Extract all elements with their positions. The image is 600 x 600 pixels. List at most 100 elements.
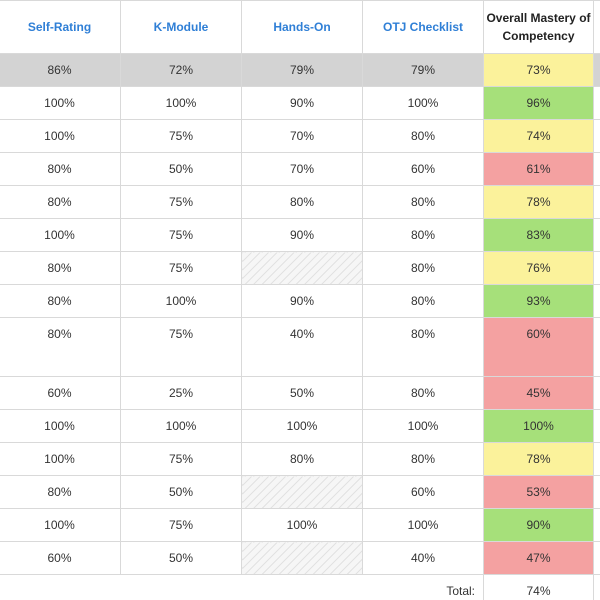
cell-self-rating: 60% [0, 376, 121, 410]
average-self-rating: 86% [0, 53, 121, 87]
table-edge [593, 53, 600, 87]
table-row: 80% 75% 40% 80% 60% [0, 317, 600, 377]
cell-mastery: 61% [483, 152, 594, 186]
cell-otj-checklist: 80% [362, 218, 484, 252]
table-edge [593, 185, 600, 219]
cell-mastery: 74% [483, 119, 594, 153]
table-edge [593, 508, 600, 542]
table-row: 80% 75% 80% 76% [0, 251, 600, 285]
cell-otj-checklist: 40% [362, 541, 484, 575]
cell-k-module: 75% [120, 508, 242, 542]
cell-self-rating: 100% [0, 508, 121, 542]
cell-mastery: 100% [483, 409, 594, 443]
table-edge [593, 409, 600, 443]
cell-hands-on: 50% [241, 376, 363, 410]
table-row: 100% 75% 80% 80% 78% [0, 442, 600, 476]
cell-otj-checklist: 60% [362, 475, 484, 509]
cell-k-module: 75% [120, 119, 242, 153]
average-otj-checklist: 79% [362, 53, 484, 87]
cell-hands-on: 100% [241, 409, 363, 443]
table-row: 60% 25% 50% 80% 45% [0, 376, 600, 410]
average-row: 86% 72% 79% 79% 73% [0, 53, 600, 87]
cell-self-rating: 80% [0, 284, 121, 318]
cell-hands-on: 40% [241, 317, 363, 377]
cell-mastery: 53% [483, 475, 594, 509]
cell-self-rating: 80% [0, 251, 121, 285]
cell-self-rating: 80% [0, 152, 121, 186]
table-edge [593, 86, 600, 120]
cell-otj-checklist: 80% [362, 251, 484, 285]
cell-hands-on: 80% [241, 185, 363, 219]
cell-otj-checklist: 80% [362, 376, 484, 410]
cell-mastery: 45% [483, 376, 594, 410]
average-hands-on: 79% [241, 53, 363, 87]
cell-otj-checklist: 80% [362, 119, 484, 153]
cell-otj-checklist: 100% [362, 508, 484, 542]
cell-k-module: 100% [120, 86, 242, 120]
cell-k-module: 100% [120, 409, 242, 443]
table-edge [593, 284, 600, 318]
table-header: Self-Rating K-Module Hands-On OTJ Checkl… [0, 0, 600, 54]
cell-k-module: 75% [120, 251, 242, 285]
cell-mastery: 76% [483, 251, 594, 285]
cell-otj-checklist: 100% [362, 409, 484, 443]
cell-mastery: 78% [483, 442, 594, 476]
cell-otj-checklist: 80% [362, 185, 484, 219]
table-row: 100% 75% 100% 100% 90% [0, 508, 600, 542]
cell-self-rating: 100% [0, 442, 121, 476]
column-header-k-module[interactable]: K-Module [120, 0, 242, 54]
cell-mastery: 83% [483, 218, 594, 252]
cell-otj-checklist: 100% [362, 86, 484, 120]
total-label: Total: [0, 574, 484, 600]
cell-hands-on: 90% [241, 218, 363, 252]
table-edge [593, 541, 600, 575]
total-row: Total: 74% [0, 574, 600, 600]
table-edge [593, 152, 600, 186]
column-header-hands-on[interactable]: Hands-On [241, 0, 363, 54]
cell-mastery: 93% [483, 284, 594, 318]
column-header-self-rating[interactable]: Self-Rating [0, 0, 121, 54]
table-row: 80% 50% 60% 53% [0, 475, 600, 509]
table-row: 100% 100% 90% 100% 96% [0, 86, 600, 120]
cell-otj-checklist: 60% [362, 152, 484, 186]
cell-self-rating: 100% [0, 409, 121, 443]
average-k-module: 72% [120, 53, 242, 87]
table-row: 100% 100% 100% 100% 100% [0, 409, 600, 443]
cell-hands-on: 90% [241, 284, 363, 318]
cell-self-rating: 80% [0, 475, 121, 509]
cell-hands-on: 70% [241, 152, 363, 186]
cell-self-rating: 60% [0, 541, 121, 575]
cell-hands-on-empty [241, 541, 363, 575]
cell-self-rating: 100% [0, 218, 121, 252]
column-header-mastery: Overall Mastery of Competency [483, 0, 594, 54]
table-row: 80% 75% 80% 80% 78% [0, 185, 600, 219]
column-header-otj-checklist[interactable]: OTJ Checklist [362, 0, 484, 54]
cell-otj-checklist: 80% [362, 317, 484, 377]
cell-mastery: 90% [483, 508, 594, 542]
cell-self-rating: 100% [0, 86, 121, 120]
cell-k-module: 75% [120, 218, 242, 252]
cell-k-module: 50% [120, 475, 242, 509]
cell-k-module: 75% [120, 442, 242, 476]
table-edge [593, 0, 600, 54]
cell-otj-checklist: 80% [362, 284, 484, 318]
table-edge [593, 119, 600, 153]
table-row: 100% 75% 70% 80% 74% [0, 119, 600, 153]
cell-k-module: 75% [120, 185, 242, 219]
total-value: 74% [483, 574, 594, 600]
cell-mastery: 47% [483, 541, 594, 575]
table-row: 80% 100% 90% 80% 93% [0, 284, 600, 318]
table-edge [593, 251, 600, 285]
cell-hands-on-empty [241, 251, 363, 285]
cell-k-module: 25% [120, 376, 242, 410]
table-edge [593, 376, 600, 410]
cell-k-module: 75% [120, 317, 242, 377]
table-row: 100% 75% 90% 80% 83% [0, 218, 600, 252]
cell-hands-on-empty [241, 475, 363, 509]
cell-self-rating: 80% [0, 317, 121, 377]
table-body: 86% 72% 79% 79% 73% 100% 100% 90% 100% 96% 10… [0, 53, 600, 600]
cell-k-module: 50% [120, 541, 242, 575]
cell-k-module: 100% [120, 284, 242, 318]
cell-hands-on: 70% [241, 119, 363, 153]
